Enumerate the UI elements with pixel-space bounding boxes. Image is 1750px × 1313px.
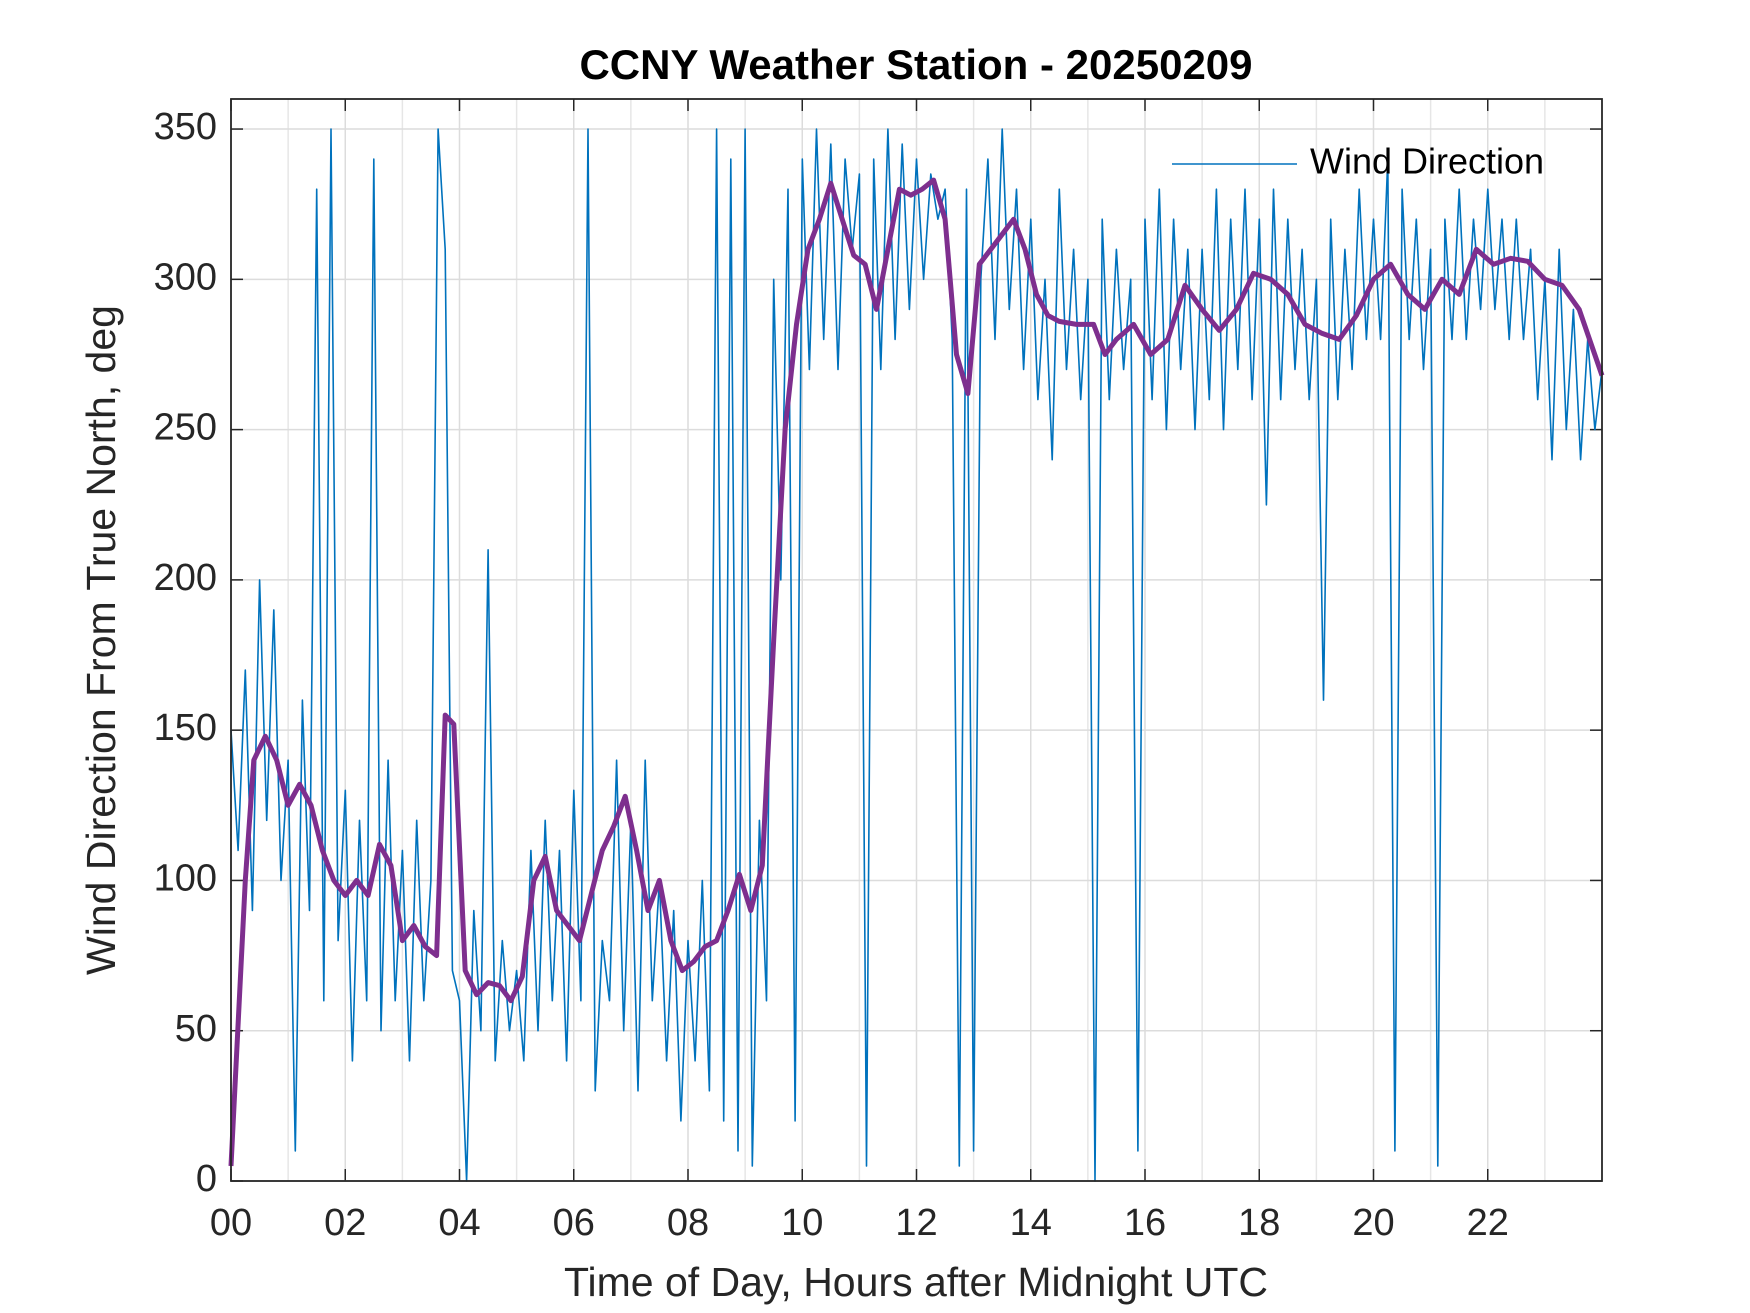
x-tick-label: 12 <box>895 1202 937 1244</box>
plot-frame <box>230 98 1603 1182</box>
x-tick-label: 20 <box>1352 1202 1394 1244</box>
y-tick-label: 250 <box>154 407 217 449</box>
x-axis-label: Time of Day, Hours after Midnight UTC <box>564 1259 1268 1305</box>
y-tick-label: 150 <box>154 707 217 749</box>
data-line <box>230 128 1603 1182</box>
chart-title: CCNY Weather Station - 20250209 <box>579 41 1252 88</box>
x-tick-label: 02 <box>324 1202 366 1244</box>
x-tick-label: 04 <box>438 1202 480 1244</box>
y-axis-label: Wind Direction From True North, deg <box>78 305 124 975</box>
x-tick-label: 10 <box>781 1202 823 1244</box>
legend-label: Wind Direction <box>1310 141 1544 182</box>
data-line <box>228 177 1605 1167</box>
y-tick-label: 100 <box>154 857 217 899</box>
x-tick-label: 22 <box>1467 1202 1509 1244</box>
y-tick-label: 300 <box>154 256 217 298</box>
x-tick-label: 08 <box>667 1202 709 1244</box>
x-tick-label: 18 <box>1238 1202 1280 1244</box>
y-tick-label: 0 <box>196 1158 217 1200</box>
y-tick-label: 200 <box>154 557 217 599</box>
y-tick-label: 350 <box>154 106 217 148</box>
x-tick-label: 14 <box>1010 1202 1052 1244</box>
x-tick-label: 16 <box>1124 1202 1166 1244</box>
x-tick-label: 06 <box>553 1202 595 1244</box>
x-tick-label: 00 <box>210 1202 252 1244</box>
y-tick-label: 50 <box>175 1008 217 1050</box>
